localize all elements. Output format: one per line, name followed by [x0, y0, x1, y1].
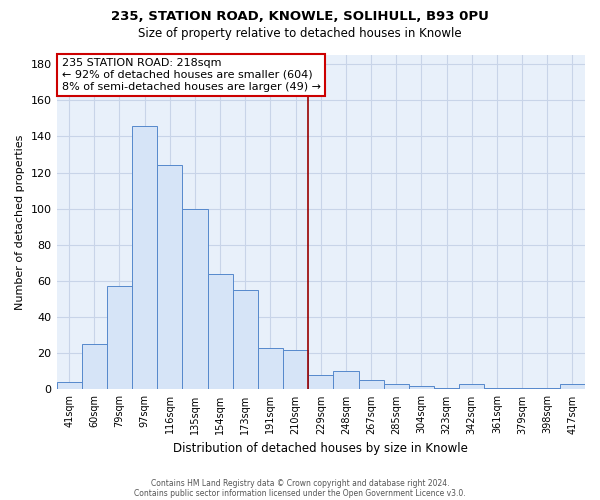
- Bar: [409, 386, 434, 390]
- X-axis label: Distribution of detached houses by size in Knowle: Distribution of detached houses by size …: [173, 442, 468, 455]
- Bar: [233, 290, 258, 390]
- Bar: [560, 384, 585, 390]
- Bar: [509, 388, 535, 390]
- Bar: [208, 274, 233, 390]
- Bar: [434, 388, 459, 390]
- Bar: [334, 372, 359, 390]
- Bar: [258, 348, 283, 390]
- Bar: [107, 286, 132, 390]
- Bar: [308, 375, 334, 390]
- Bar: [535, 388, 560, 390]
- Text: Contains HM Land Registry data © Crown copyright and database right 2024.: Contains HM Land Registry data © Crown c…: [151, 478, 449, 488]
- Bar: [484, 388, 509, 390]
- Bar: [359, 380, 383, 390]
- Text: Size of property relative to detached houses in Knowle: Size of property relative to detached ho…: [138, 28, 462, 40]
- Text: Contains public sector information licensed under the Open Government Licence v3: Contains public sector information licen…: [134, 488, 466, 498]
- Bar: [56, 382, 82, 390]
- Bar: [82, 344, 107, 390]
- Bar: [182, 208, 208, 390]
- Bar: [459, 384, 484, 390]
- Text: 235, STATION ROAD, KNOWLE, SOLIHULL, B93 0PU: 235, STATION ROAD, KNOWLE, SOLIHULL, B93…: [111, 10, 489, 23]
- Bar: [283, 350, 308, 390]
- Bar: [132, 126, 157, 390]
- Y-axis label: Number of detached properties: Number of detached properties: [15, 134, 25, 310]
- Bar: [383, 384, 409, 390]
- Bar: [157, 166, 182, 390]
- Text: 235 STATION ROAD: 218sqm
← 92% of detached houses are smaller (604)
8% of semi-d: 235 STATION ROAD: 218sqm ← 92% of detach…: [62, 58, 321, 92]
